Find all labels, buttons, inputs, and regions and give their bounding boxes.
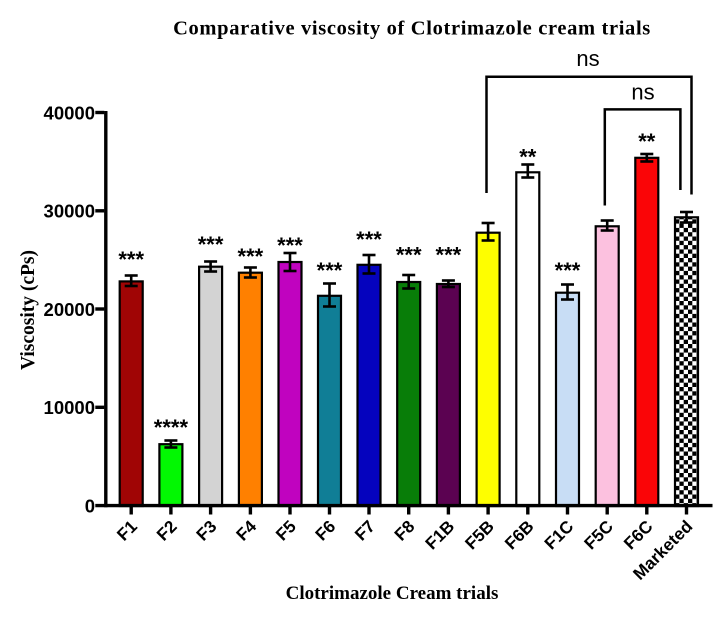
svg-text:**: ** bbox=[519, 145, 537, 170]
svg-text:Comparative viscosity of Clotr: Comparative viscosity of Clotrimazole cr… bbox=[173, 18, 651, 40]
svg-text:20000: 20000 bbox=[44, 299, 95, 320]
svg-text:***: *** bbox=[118, 247, 144, 272]
svg-text:***: *** bbox=[356, 227, 382, 252]
svg-text:ns: ns bbox=[631, 80, 654, 105]
svg-text:0: 0 bbox=[85, 495, 95, 516]
svg-text:***: *** bbox=[555, 258, 581, 283]
svg-text:Clotrimazole Cream trials: Clotrimazole Cream trials bbox=[286, 583, 499, 604]
svg-text:***: *** bbox=[277, 233, 303, 258]
svg-text:***: *** bbox=[198, 232, 224, 257]
svg-text:***: *** bbox=[317, 258, 343, 283]
svg-text:***: *** bbox=[436, 243, 462, 268]
svg-text:30000: 30000 bbox=[44, 201, 95, 222]
svg-text:***: *** bbox=[396, 243, 422, 268]
svg-text:Viscosity (cPs): Viscosity (cPs) bbox=[18, 250, 39, 370]
svg-text:****: **** bbox=[154, 415, 189, 440]
svg-text:40000: 40000 bbox=[44, 102, 95, 123]
svg-text:ns: ns bbox=[576, 46, 599, 71]
svg-text:**: ** bbox=[638, 129, 656, 154]
svg-text:***: *** bbox=[238, 244, 264, 269]
svg-text:10000: 10000 bbox=[44, 397, 95, 418]
